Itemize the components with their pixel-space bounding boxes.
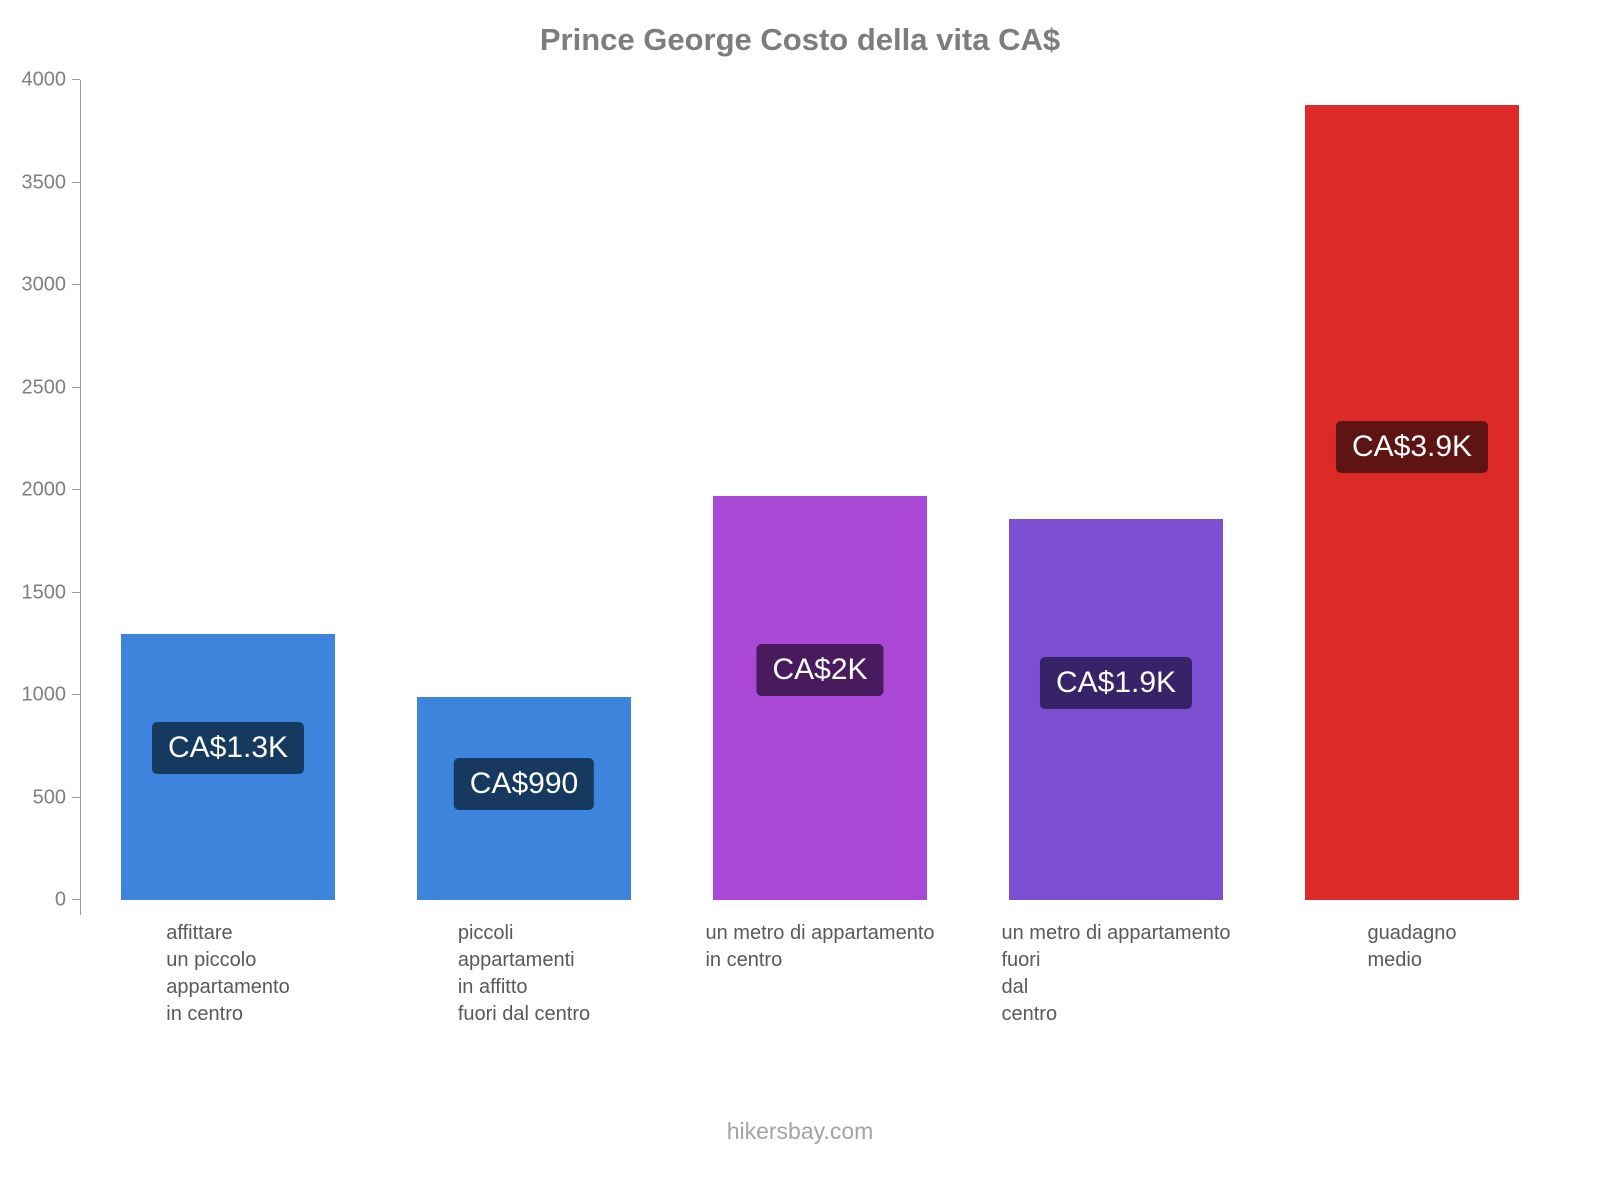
bar-value-label: CA$2K: [756, 643, 884, 696]
y-tick-mark: [72, 284, 80, 285]
y-tick-mark: [72, 899, 80, 900]
y-tick-mark: [72, 181, 80, 183]
bar-value-label: CA$1.9K: [1039, 656, 1193, 709]
bar-slot: CA$1.3K: [80, 80, 376, 900]
x-label-slot: affittare un piccolo appartamento in centro: [80, 920, 376, 1028]
y-tick-mark: [72, 796, 80, 798]
bar-value-label: CA$3.9K: [1335, 420, 1489, 473]
bar: CA$1.9K: [1009, 518, 1223, 900]
y-tick-mark: [72, 591, 80, 593]
bar-slot: CA$2K: [672, 80, 968, 900]
y-tick-mark: [72, 489, 80, 490]
bar-value-label: CA$1.3K: [151, 722, 305, 775]
x-label-slot: un metro di appartamento in centro: [672, 920, 968, 1028]
y-tick-label: 3500: [21, 171, 67, 193]
y-tick-label: 0: [54, 888, 66, 911]
x-category-label: un metro di appartamento fuori dal centro: [1001, 922, 1231, 1025]
y-tick-label: 2500: [21, 376, 67, 398]
bar-slot: CA$990: [376, 80, 672, 900]
y-tick-label: 1500: [21, 581, 67, 603]
x-label-slot: piccoli appartamenti in affitto fuori dal c…: [376, 920, 672, 1028]
y-tick-label: 1000: [21, 683, 67, 706]
y-tick-mark: [72, 386, 80, 388]
y-tick-mark: [72, 79, 80, 80]
bar-slot: CA$1.9K: [968, 80, 1264, 900]
y-tick-mark: [72, 694, 80, 695]
y-tick-label: 2000: [21, 478, 67, 501]
x-category-label: affittare un piccolo appartamento in centro: [166, 922, 290, 1025]
bar: CA$2K: [713, 496, 927, 900]
bar: CA$990: [417, 697, 631, 900]
bar: CA$1.3K: [121, 633, 335, 900]
watermark-text: hikersbay.com: [726, 1118, 874, 1144]
x-category-label: guadagno medio: [1367, 922, 1457, 971]
chart-title: Prince George Costo della vita CA$: [539, 22, 1061, 57]
bar-value-label: CA$990: [453, 758, 595, 811]
x-category-label: piccoli appartamenti in affitto fuori dal c…: [457, 922, 591, 1025]
bar-slot: CA$3.9K: [1264, 80, 1560, 900]
x-label-slot: guadagno medio: [1264, 920, 1560, 1028]
y-tick-label: 500: [32, 786, 66, 808]
plot-area: 0 500 1000 1500 2000 2500 3000 3500 4000 CA$1.3K…: [22, 69, 1560, 915]
x-category-label: un metro di appartamento in centro: [705, 922, 935, 971]
bar: CA$3.9K: [1305, 104, 1519, 900]
y-tick-label: 3000: [21, 273, 67, 296]
x-axis-labels: affittare un piccolo appartamento in centro…: [80, 920, 1560, 1028]
y-tick-label: 4000: [21, 68, 67, 91]
x-label-slot: un metro di appartamento fuori dal centro: [968, 920, 1264, 1028]
y-axis-line: [80, 80, 81, 915]
